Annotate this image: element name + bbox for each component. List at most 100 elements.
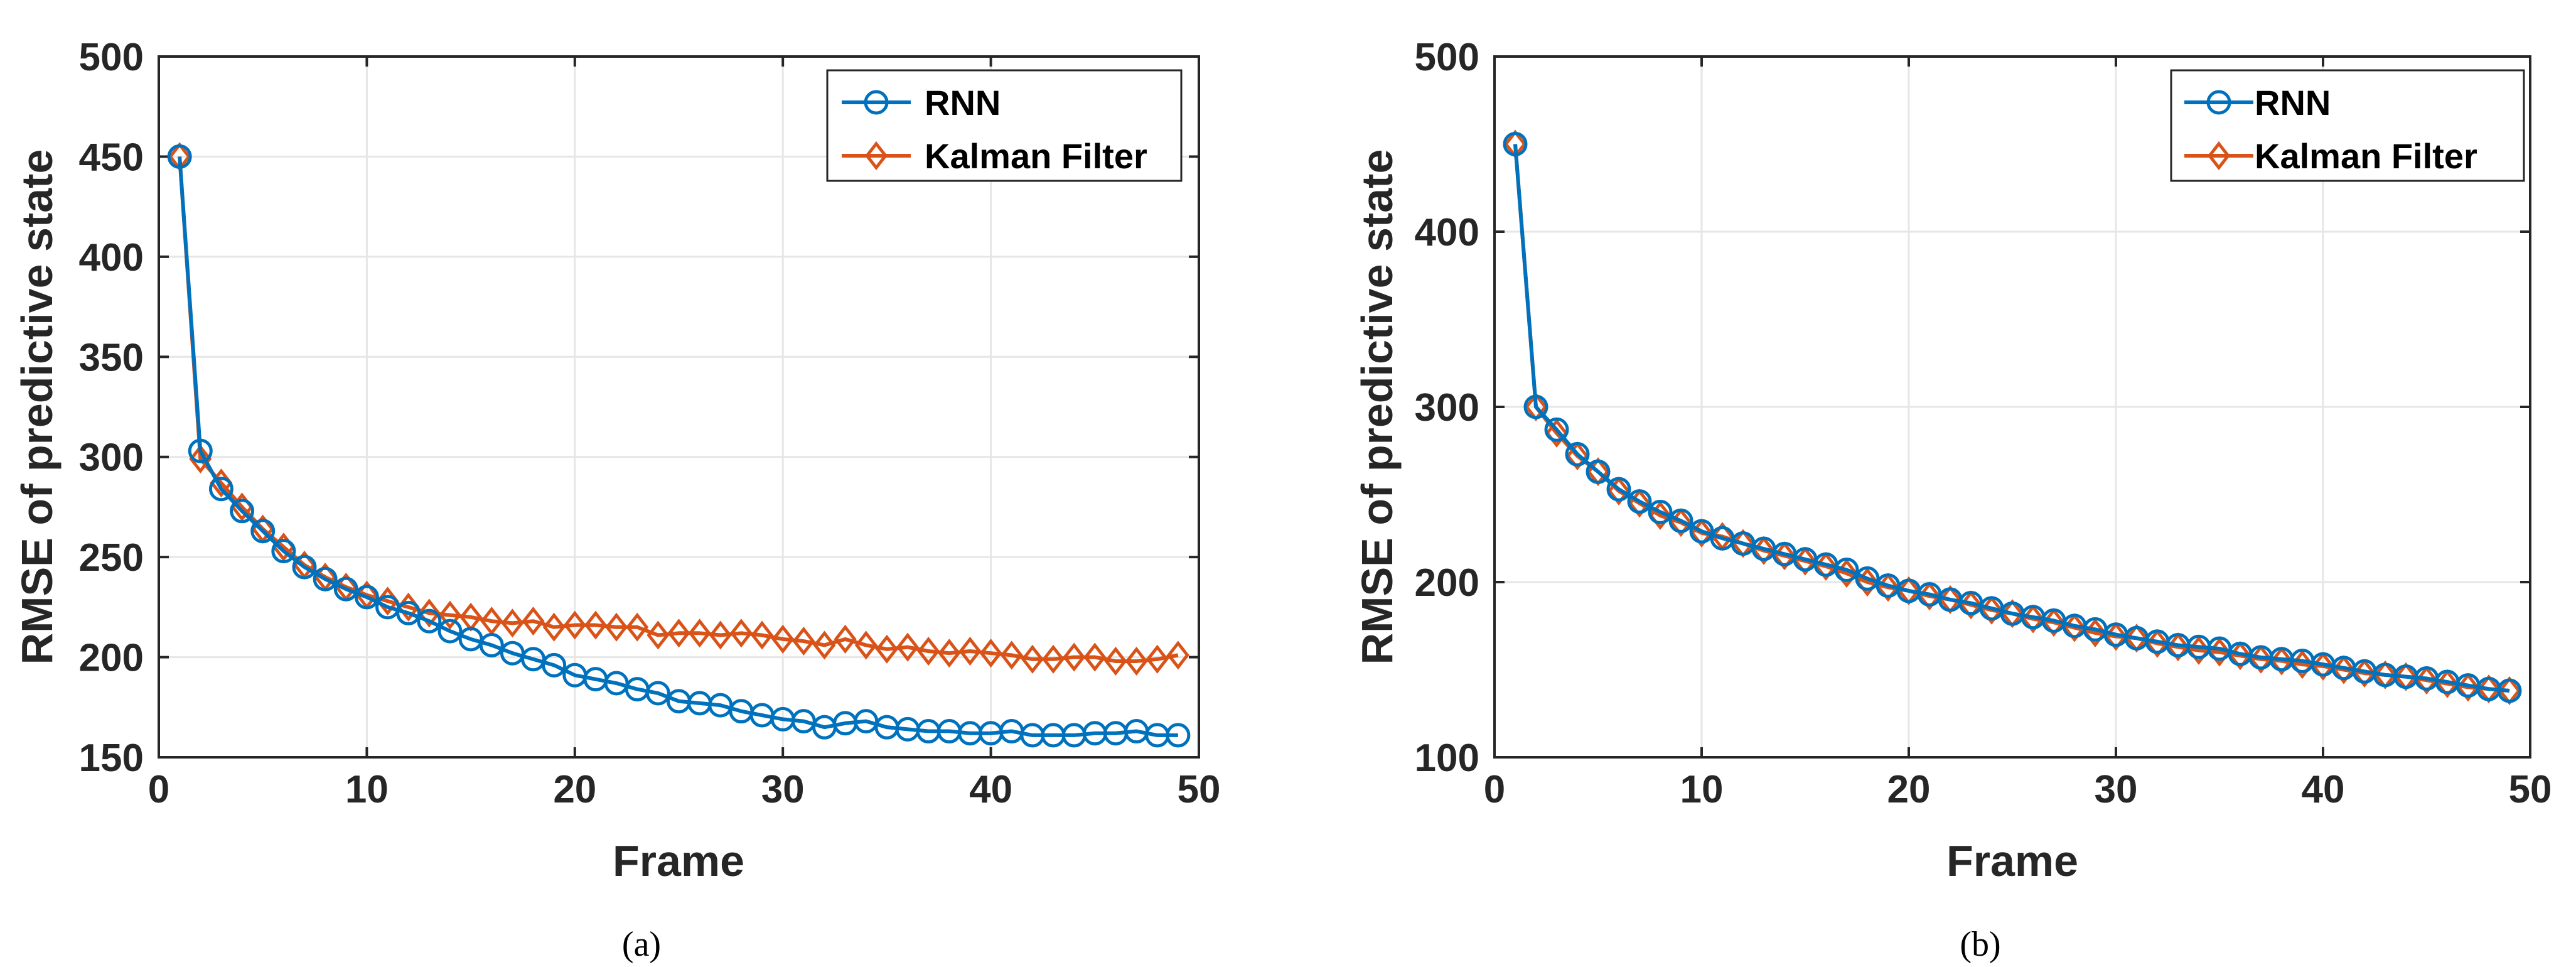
series-rnn: [1503, 132, 2522, 703]
y-tick-label: 500: [1415, 36, 1479, 79]
series-line-rnn: [1513, 144, 2510, 693]
x-tick-label: 50: [1178, 768, 1221, 811]
data-point-kalman-filter: [1063, 642, 1086, 672]
data-point-kalman-filter: [1104, 646, 1127, 676]
data-point-rnn: [271, 539, 296, 564]
caption-a: (a): [622, 925, 661, 964]
data-point-kalman-filter: [542, 612, 566, 642]
data-point-kalman-filter: [1166, 640, 1189, 670]
y-tick-label: 450: [79, 136, 144, 179]
data-point-kalman-filter: [771, 624, 795, 654]
data-point-rnn: [396, 600, 421, 625]
data-point-rnn: [250, 519, 276, 544]
data-point-kalman-filter: [1042, 644, 1065, 674]
data-point-kalman-filter: [605, 612, 628, 642]
x-tick-label: 30: [761, 768, 805, 811]
data-point-rnn: [479, 632, 504, 657]
legend-marker: [2206, 90, 2231, 115]
data-point-rnn: [230, 499, 255, 524]
data-point-rnn: [1668, 508, 1693, 533]
data-point-kalman-filter: [417, 598, 441, 628]
legend-label-kalman-a: Kalman Filter: [925, 136, 1147, 176]
data-point-kalman-filter: [917, 636, 940, 666]
data-point-rnn: [1834, 557, 1859, 582]
legend-box-a: [826, 69, 1183, 182]
y-tick-label: 200: [1415, 561, 1479, 605]
data-point-rnn: [2497, 678, 2522, 703]
y-tick-label: 400: [79, 236, 144, 279]
data-point-kalman-filter: [709, 620, 732, 650]
data-point-rnn: [313, 566, 338, 592]
chart-panel-a: 0 10 20 30 40 50 150 200 250 300 350 400 450 500 Fram…: [13, 36, 1220, 964]
legend-label-kalman-b: Kalman Filter: [2255, 136, 2477, 176]
caption-b: (b): [1960, 925, 2000, 964]
legend-box-b: [2170, 69, 2525, 182]
y-tick-label: 150: [79, 737, 144, 780]
ticks-b: 0 10 20 30 40 50 100 200 300 400 500: [1415, 36, 2552, 811]
data-point-rnn: [354, 585, 379, 610]
x-axis-label-b: Frame: [1946, 836, 2078, 885]
data-point-kalman-filter: [189, 444, 212, 473]
data-point-kalman-filter: [1566, 441, 1589, 471]
plot-frame-b: [1493, 55, 2531, 759]
data-point-kalman-filter: [729, 619, 753, 648]
y-axis-label-a: RMSE of predictive state: [13, 149, 62, 665]
legend-a: RNN Kalman Filter: [826, 69, 1183, 182]
data-point-kalman-filter: [875, 634, 898, 664]
data-point-rnn: [437, 619, 463, 644]
data-point-rnn: [1648, 499, 1673, 524]
data-point-rnn: [292, 554, 317, 580]
x-tick-label: 40: [2302, 768, 2345, 811]
data-point-kalman-filter: [438, 600, 461, 630]
data-point-rnn: [1606, 477, 1631, 502]
data-point-kalman-filter: [1545, 418, 1568, 448]
x-tick-label: 50: [2509, 768, 2552, 811]
data-point-rnn: [1544, 417, 1569, 442]
data-point-kalman-filter: [958, 636, 982, 666]
data-point-rnn: [188, 438, 213, 463]
x-tick-label: 0: [1484, 768, 1505, 811]
chart-panel-b: 0 10 20 30 40 50 100 200 300 400 500 Frame RMSE of…: [1353, 36, 2552, 964]
x-tick-label: 10: [1680, 768, 1724, 811]
x-tick-label: 20: [553, 768, 596, 811]
legend-sample-rnn-a: [842, 90, 911, 115]
x-tick-label: 30: [2095, 768, 2138, 811]
data-point-kalman-filter: [979, 639, 1002, 668]
data-point-kalman-filter: [563, 610, 586, 640]
series-a: [167, 142, 1191, 748]
plot-frame-a: [158, 55, 1200, 759]
data-point-rnn: [1689, 519, 1714, 544]
data-point-kalman-filter: [584, 610, 607, 640]
series-b: [1503, 129, 2522, 706]
data-point-rnn: [1503, 132, 1528, 156]
data-point-rnn: [542, 652, 567, 678]
data-point-rnn: [167, 144, 192, 169]
y-tick-label: 250: [79, 536, 144, 580]
data-point-kalman-filter: [626, 612, 649, 642]
series-rnn: [167, 144, 1191, 748]
data-point-rnn: [417, 608, 442, 634]
legend-label-rnn-a: RNN: [925, 83, 1001, 122]
data-point-kalman-filter: [1000, 640, 1023, 670]
data-point-kalman-filter: [792, 626, 815, 656]
data-point-kalman-filter: [501, 608, 524, 638]
data-point-rnn: [1586, 459, 1611, 484]
y-axis-label-b: RMSE of predictive state: [1353, 149, 1402, 665]
legend-b: RNN Kalman Filter: [2170, 69, 2525, 182]
legend-marker: [864, 90, 889, 115]
x-tick-label: 0: [148, 768, 169, 811]
data-point-rnn: [645, 681, 670, 706]
data-point-kalman-filter: [647, 620, 670, 650]
data-point-rnn: [1565, 441, 1590, 467]
data-point-rnn: [1523, 394, 1548, 419]
y-tick-label: 350: [79, 336, 144, 379]
y-tick-label: 300: [79, 436, 144, 480]
y-tick-label: 500: [79, 36, 144, 79]
data-point-kalman-filter: [1125, 646, 1148, 676]
legend-sample-kalman-a: [842, 141, 911, 171]
data-point-rnn: [1627, 489, 1652, 514]
legend-marker: [2208, 141, 2230, 171]
data-point-kalman-filter: [813, 630, 836, 660]
data-point-kalman-filter: [1146, 644, 1169, 674]
